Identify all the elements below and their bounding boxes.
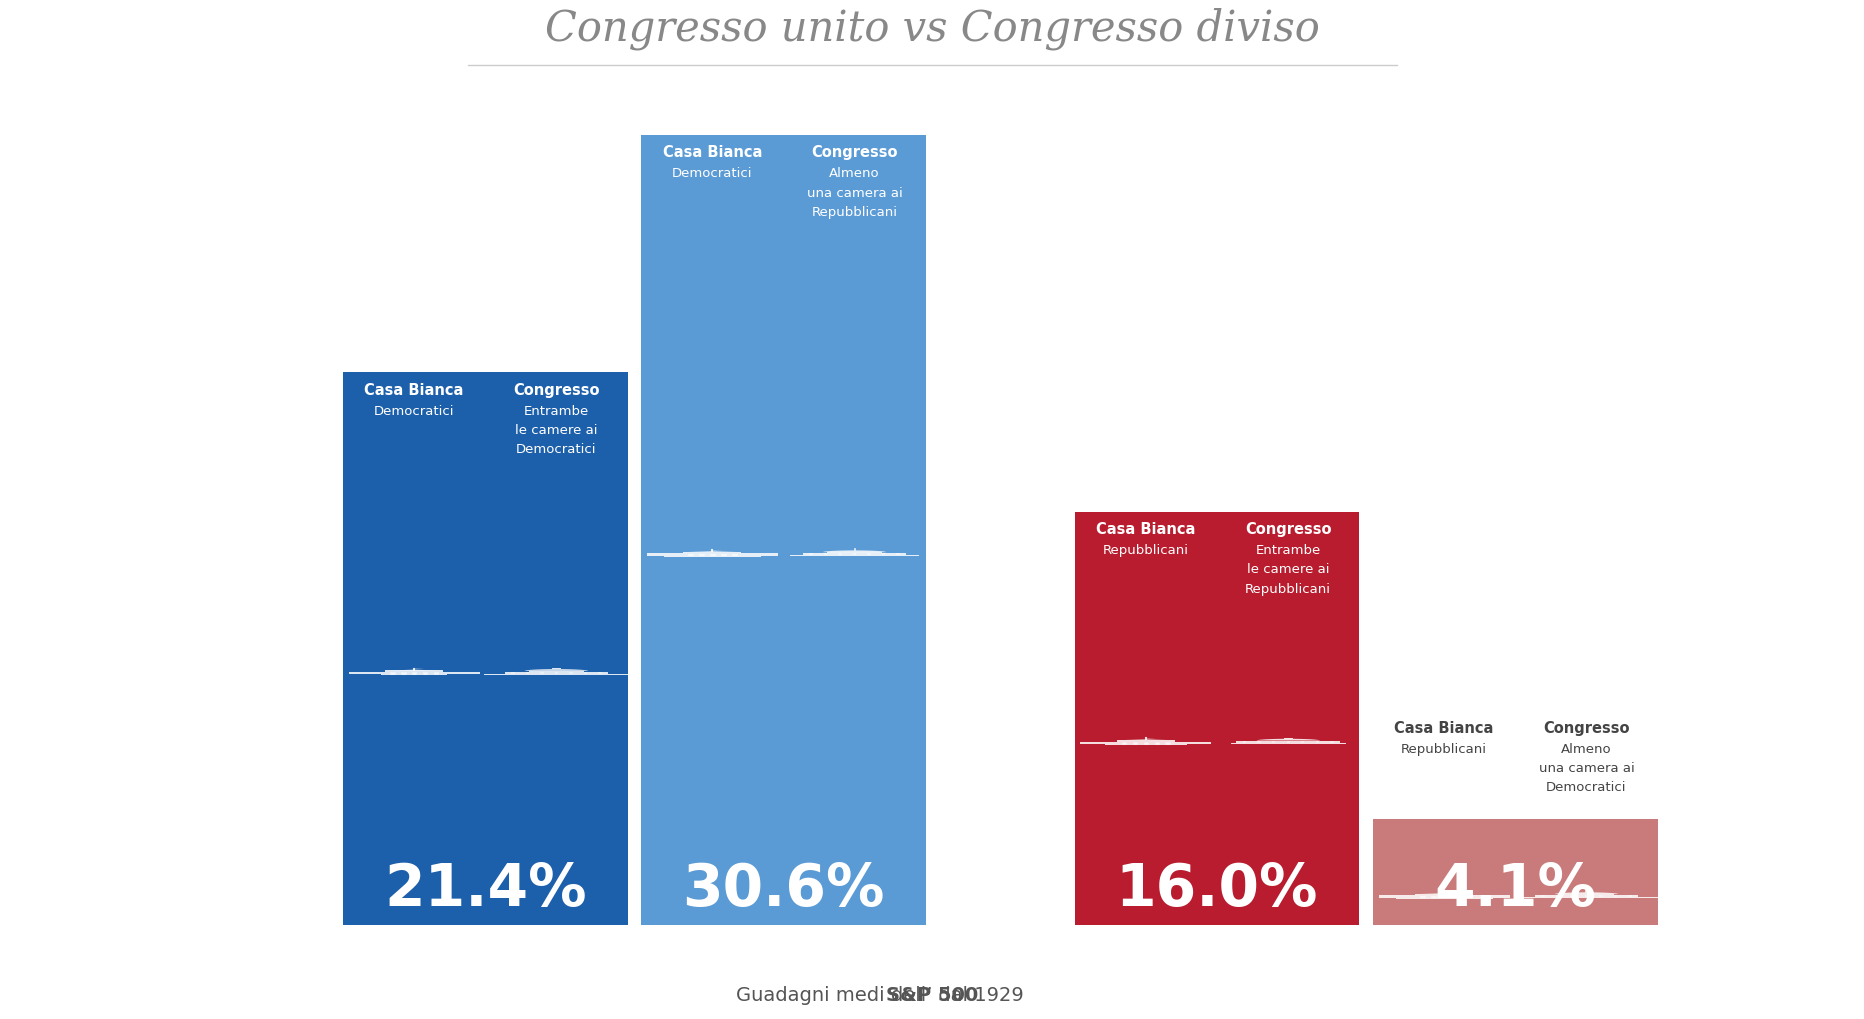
Text: Repubblicani: Repubblicani xyxy=(1102,544,1189,557)
Bar xyxy=(526,672,529,674)
Bar xyxy=(1372,818,1657,924)
Bar xyxy=(1174,742,1212,744)
Text: Almeno: Almeno xyxy=(829,167,880,180)
Text: Congresso: Congresso xyxy=(513,382,600,397)
Text: 4.1%: 4.1% xyxy=(1433,861,1596,918)
Bar xyxy=(541,672,542,674)
Bar xyxy=(1569,895,1573,897)
Bar xyxy=(1555,895,1558,897)
Text: Casa Bianca: Casa Bianca xyxy=(662,146,762,160)
Text: Democratici: Democratici xyxy=(671,167,751,180)
Text: Congresso: Congresso xyxy=(811,146,897,160)
Text: Casa Bianca: Casa Bianca xyxy=(1394,720,1493,736)
Bar xyxy=(1074,512,1359,924)
Bar xyxy=(1597,895,1601,897)
Text: Democratici: Democratici xyxy=(373,405,455,418)
Bar xyxy=(1473,895,1508,898)
Text: 16.0%: 16.0% xyxy=(1115,861,1318,918)
Text: una camera ai: una camera ai xyxy=(1538,762,1633,775)
Text: Repubblicani: Repubblicani xyxy=(1245,583,1331,596)
Bar xyxy=(1256,742,1260,743)
Bar xyxy=(852,553,856,554)
Text: S&P 500: S&P 500 xyxy=(885,985,979,1005)
Text: Repubblicani: Repubblicani xyxy=(1400,743,1486,756)
Bar xyxy=(682,551,740,555)
Bar xyxy=(809,553,813,554)
Bar xyxy=(569,672,572,674)
Bar xyxy=(598,672,602,674)
Bar xyxy=(1271,742,1275,743)
Bar xyxy=(882,553,885,554)
Text: Casa Bianca: Casa Bianca xyxy=(1096,522,1195,537)
Text: le camere ai: le camere ai xyxy=(514,424,596,437)
Bar xyxy=(1534,895,1637,897)
Text: 21.4%: 21.4% xyxy=(384,861,587,918)
Text: dal 1929: dal 1929 xyxy=(932,985,1023,1005)
Polygon shape xyxy=(1555,893,1618,894)
Bar xyxy=(824,553,828,554)
Bar xyxy=(583,672,587,674)
Polygon shape xyxy=(524,669,587,671)
Bar xyxy=(802,553,906,554)
Bar xyxy=(641,135,925,924)
Bar xyxy=(897,553,898,554)
Bar xyxy=(1241,742,1245,743)
Text: Congresso: Congresso xyxy=(1542,720,1629,736)
Bar xyxy=(740,553,777,555)
Text: Guadagni medi dell’: Guadagni medi dell’ xyxy=(736,985,932,1005)
Polygon shape xyxy=(1256,739,1320,741)
Bar xyxy=(554,672,557,674)
Bar xyxy=(1329,742,1333,743)
Bar xyxy=(839,553,841,554)
Bar xyxy=(1079,742,1117,744)
Bar xyxy=(1415,894,1473,898)
Bar xyxy=(349,672,386,675)
Text: Almeno: Almeno xyxy=(1560,743,1610,756)
Text: Congresso: Congresso xyxy=(1245,522,1331,537)
Bar xyxy=(1627,895,1631,897)
Text: una camera ai: una camera ai xyxy=(807,186,902,200)
Bar xyxy=(1236,742,1340,743)
Polygon shape xyxy=(822,550,885,552)
Bar xyxy=(505,672,608,674)
Bar xyxy=(1540,895,1543,897)
Bar xyxy=(343,372,628,924)
Bar xyxy=(1377,895,1415,898)
Text: Repubblicani: Repubblicani xyxy=(811,206,897,219)
Text: Entrambe: Entrambe xyxy=(1254,544,1320,557)
Text: 30.6%: 30.6% xyxy=(682,861,884,918)
Bar xyxy=(1314,742,1318,743)
Bar xyxy=(867,553,870,554)
Bar xyxy=(1301,742,1303,743)
Bar xyxy=(511,672,514,674)
Bar xyxy=(1612,895,1616,897)
Bar xyxy=(386,671,442,675)
Bar xyxy=(1584,895,1588,897)
Bar xyxy=(1286,742,1290,743)
Text: Democratici: Democratici xyxy=(1545,782,1625,794)
Text: Entrambe: Entrambe xyxy=(524,405,589,418)
Text: le camere ai: le camere ai xyxy=(1247,564,1329,577)
Text: Casa Bianca: Casa Bianca xyxy=(363,382,464,397)
Text: Congresso unito vs Congresso diviso: Congresso unito vs Congresso diviso xyxy=(544,7,1320,50)
Bar xyxy=(1117,740,1174,744)
Bar xyxy=(647,553,682,555)
Text: Democratici: Democratici xyxy=(516,443,596,457)
Bar xyxy=(442,672,479,675)
